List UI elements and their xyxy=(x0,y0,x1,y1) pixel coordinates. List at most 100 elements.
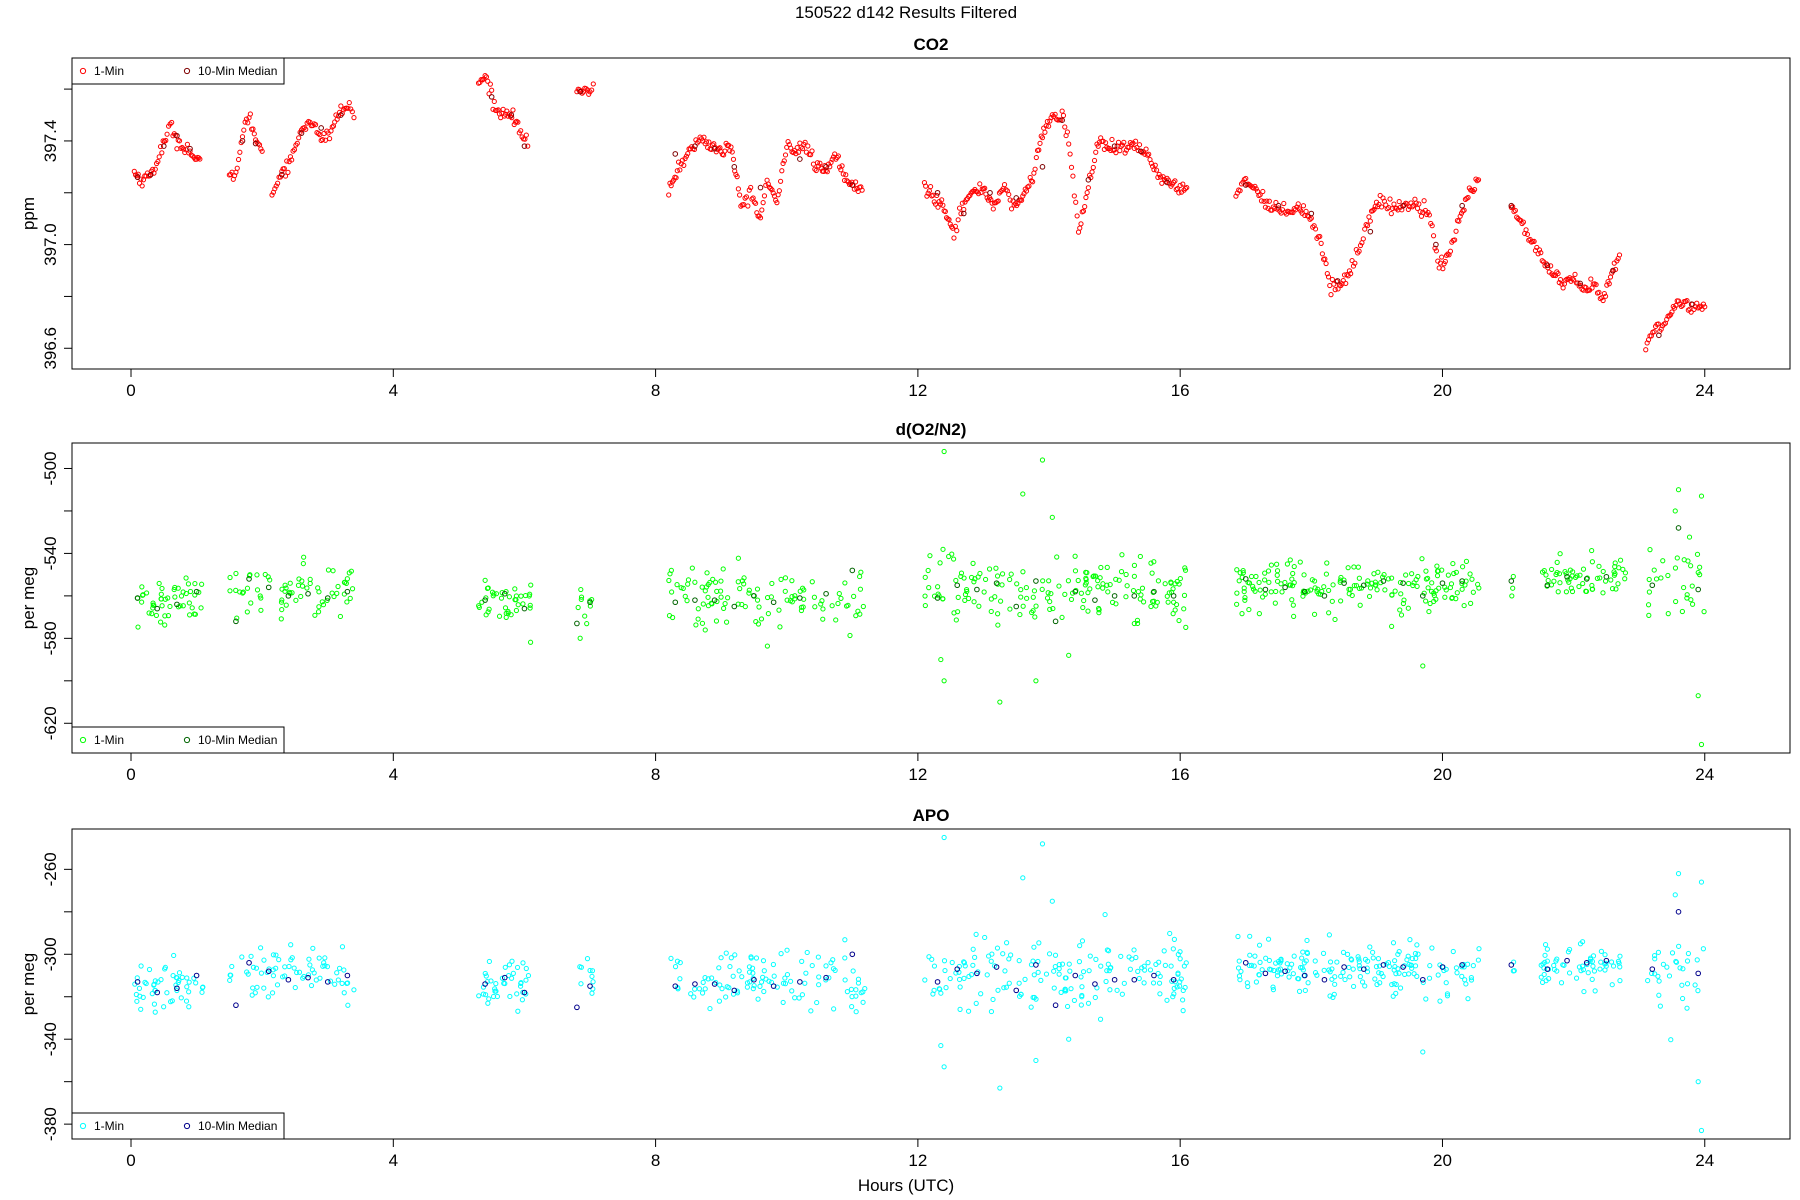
data-point xyxy=(1386,963,1392,970)
data-point xyxy=(251,131,257,137)
data-point xyxy=(982,934,988,941)
data-point xyxy=(1022,976,1028,982)
y-tick-label: -500 xyxy=(41,451,60,485)
median-point xyxy=(1419,593,1426,599)
y-tick-label: -620 xyxy=(41,706,60,740)
data-point xyxy=(295,582,302,588)
data-point xyxy=(1475,957,1481,963)
median-point xyxy=(751,976,757,983)
data-point xyxy=(704,570,710,576)
median-point xyxy=(987,189,993,196)
data-point xyxy=(1046,578,1052,584)
data-point xyxy=(1569,276,1575,282)
x-tick-label: 4 xyxy=(389,765,398,784)
data-point xyxy=(1453,228,1459,234)
data-point xyxy=(1617,964,1623,970)
data-point xyxy=(1171,936,1177,942)
median-point xyxy=(265,968,272,975)
data-point xyxy=(1260,594,1266,600)
data-point xyxy=(1617,953,1623,959)
data-point xyxy=(578,596,584,603)
data-point xyxy=(742,195,748,201)
data-point xyxy=(1174,984,1180,990)
data-point xyxy=(1566,946,1573,953)
data-point xyxy=(296,576,302,582)
median-point xyxy=(285,593,292,599)
data-point xyxy=(1036,147,1042,153)
data-point xyxy=(1668,1037,1674,1043)
data-point xyxy=(769,580,775,587)
data-point xyxy=(517,983,524,989)
data-point xyxy=(301,554,307,560)
data-point xyxy=(1350,966,1356,972)
data-point xyxy=(1694,551,1701,557)
data-point xyxy=(1656,978,1662,984)
data-point xyxy=(1610,963,1617,969)
data-point xyxy=(1398,612,1405,618)
median-point xyxy=(1583,576,1590,582)
data-point xyxy=(152,166,158,172)
data-point xyxy=(1302,987,1308,994)
data-point xyxy=(1429,945,1435,951)
data-point xyxy=(1548,566,1555,573)
data-point xyxy=(147,173,153,179)
data-point xyxy=(279,597,285,603)
data-point xyxy=(1688,597,1694,603)
data-point xyxy=(345,105,351,111)
data-point xyxy=(158,596,164,602)
data-point xyxy=(1137,553,1143,560)
data-point xyxy=(812,604,818,610)
data-point xyxy=(1338,598,1344,604)
data-point xyxy=(1616,252,1623,258)
median-point xyxy=(1052,618,1059,625)
data-point xyxy=(722,601,728,607)
data-point xyxy=(1183,960,1189,966)
data-point xyxy=(946,216,952,223)
median-point xyxy=(1072,588,1079,595)
data-point xyxy=(1390,940,1397,946)
data-point xyxy=(1429,223,1435,229)
data-point xyxy=(279,606,285,613)
data-point xyxy=(1046,123,1052,129)
data-point xyxy=(155,158,161,165)
data-point xyxy=(1274,578,1281,584)
data-point xyxy=(1043,123,1049,129)
data-point xyxy=(1170,586,1176,592)
data-point xyxy=(493,988,499,994)
data-point xyxy=(1150,589,1156,596)
data-point xyxy=(1574,573,1580,579)
data-point xyxy=(501,980,507,986)
data-point xyxy=(1457,213,1463,219)
data-point xyxy=(174,975,180,981)
data-point xyxy=(305,972,312,978)
data-point xyxy=(1141,980,1147,986)
data-point xyxy=(272,186,278,192)
data-point xyxy=(780,980,787,986)
data-point xyxy=(184,141,191,147)
data-point xyxy=(924,193,930,199)
median-point xyxy=(1380,578,1387,584)
data-point xyxy=(1060,112,1067,119)
data-point xyxy=(199,989,205,995)
data-point xyxy=(1414,205,1421,211)
median-point xyxy=(1577,280,1583,287)
data-point xyxy=(1568,278,1574,284)
data-point xyxy=(1415,951,1421,957)
data-point xyxy=(1602,293,1609,299)
data-point xyxy=(689,565,695,571)
data-point xyxy=(1085,1000,1092,1006)
data-point xyxy=(964,588,970,595)
data-point xyxy=(273,183,279,189)
data-point xyxy=(294,969,300,976)
data-point xyxy=(1115,139,1122,145)
data-point xyxy=(1340,969,1346,975)
data-point xyxy=(334,116,340,122)
data-point xyxy=(754,586,761,592)
data-point xyxy=(677,976,683,982)
legend-marker-1min xyxy=(79,1122,87,1130)
data-point xyxy=(274,982,281,988)
data-point xyxy=(1557,277,1564,283)
data-point xyxy=(1684,592,1690,598)
data-point xyxy=(178,593,185,599)
data-point xyxy=(1463,558,1470,564)
